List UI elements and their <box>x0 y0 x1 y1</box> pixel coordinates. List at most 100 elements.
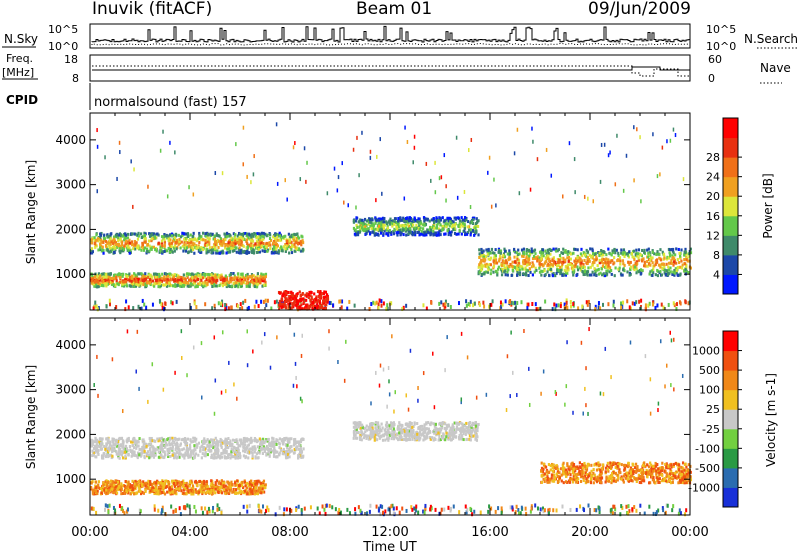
data-cell <box>250 279 253 283</box>
data-cell <box>205 439 208 443</box>
data-cell <box>243 238 246 242</box>
data-cell <box>396 227 399 231</box>
data-cell <box>112 440 115 444</box>
data-cell <box>257 504 260 509</box>
data-cell <box>105 278 109 282</box>
data-cell <box>685 508 688 513</box>
data-cell <box>208 242 211 246</box>
colorbar-segment <box>723 176 738 197</box>
data-cell <box>123 450 126 454</box>
data-cell <box>201 442 205 446</box>
data-cell <box>97 444 100 448</box>
data-cell <box>236 278 239 282</box>
data-cell <box>232 281 235 285</box>
data-cell <box>609 508 612 513</box>
data-cell <box>93 236 96 240</box>
data-cell <box>237 443 240 447</box>
data-cell <box>243 249 246 253</box>
data-cell <box>623 251 626 255</box>
data-cell <box>487 170 489 175</box>
data-cell <box>417 230 420 234</box>
data-cell <box>166 249 169 253</box>
data-cell <box>557 260 561 264</box>
data-cell <box>636 127 638 132</box>
data-cell <box>205 248 208 252</box>
data-cell <box>268 241 271 245</box>
data-cell <box>561 262 564 266</box>
data-cell <box>148 232 151 236</box>
data-cell <box>118 503 121 508</box>
data-cell <box>132 281 135 285</box>
data-cell <box>110 240 113 244</box>
data-cell <box>538 258 541 262</box>
data-cell <box>525 268 528 272</box>
data-cell <box>247 243 250 247</box>
data-cell <box>586 258 589 262</box>
data-cell <box>180 438 183 442</box>
data-cell <box>418 217 421 221</box>
data-cell <box>501 302 504 307</box>
data-cell <box>461 218 464 222</box>
data-cell <box>212 244 216 248</box>
data-cell <box>346 507 349 512</box>
data-cell <box>506 273 509 277</box>
data-cell <box>137 246 140 250</box>
data-cell <box>110 277 113 281</box>
data-cell <box>197 453 200 457</box>
data-cell <box>492 270 495 274</box>
data-cell <box>125 284 129 288</box>
data-cell <box>220 452 223 456</box>
data-cell <box>214 279 218 283</box>
data-cell <box>629 260 632 264</box>
data-cell <box>221 441 224 445</box>
data-cell <box>229 439 232 443</box>
data-cell <box>195 437 198 441</box>
data-cell <box>231 438 235 442</box>
data-cell <box>162 129 164 134</box>
data-cell <box>551 263 555 267</box>
data-cell <box>570 304 573 309</box>
data-cell <box>120 245 123 249</box>
data-cell <box>215 456 218 460</box>
data-cell <box>197 245 200 249</box>
data-cell <box>677 273 680 277</box>
data-cell <box>248 503 251 508</box>
data-cell <box>648 272 651 276</box>
data-cell <box>213 441 216 445</box>
data-cell <box>379 137 381 142</box>
data-cell <box>305 304 308 308</box>
data-cell <box>449 217 453 221</box>
data-cell <box>146 280 149 284</box>
data-cell <box>579 252 583 256</box>
data-cell <box>163 249 166 253</box>
data-cell <box>370 302 373 307</box>
data-cell <box>646 259 649 263</box>
data-cell <box>107 272 110 276</box>
data-cell <box>455 232 458 236</box>
data-cell <box>216 238 220 242</box>
data-cell <box>293 232 296 236</box>
data-cell <box>569 299 572 304</box>
data-cell <box>95 304 98 309</box>
data-cell <box>200 235 203 239</box>
data-cell <box>119 237 122 241</box>
data-cell <box>628 271 631 275</box>
data-cell <box>565 300 568 305</box>
data-cell <box>114 283 117 287</box>
data-cell <box>95 438 99 442</box>
data-cell <box>168 437 172 441</box>
data-cell <box>251 456 254 460</box>
data-cell <box>215 233 219 237</box>
data-cell <box>414 226 417 230</box>
data-cell <box>274 455 278 459</box>
data-cell <box>435 216 438 220</box>
data-cell <box>102 275 105 279</box>
data-cell <box>255 285 259 289</box>
data-cell <box>572 273 575 277</box>
data-cell <box>191 440 195 444</box>
data-cell <box>426 218 429 222</box>
data-cell <box>278 306 281 311</box>
data-cell <box>225 282 228 286</box>
